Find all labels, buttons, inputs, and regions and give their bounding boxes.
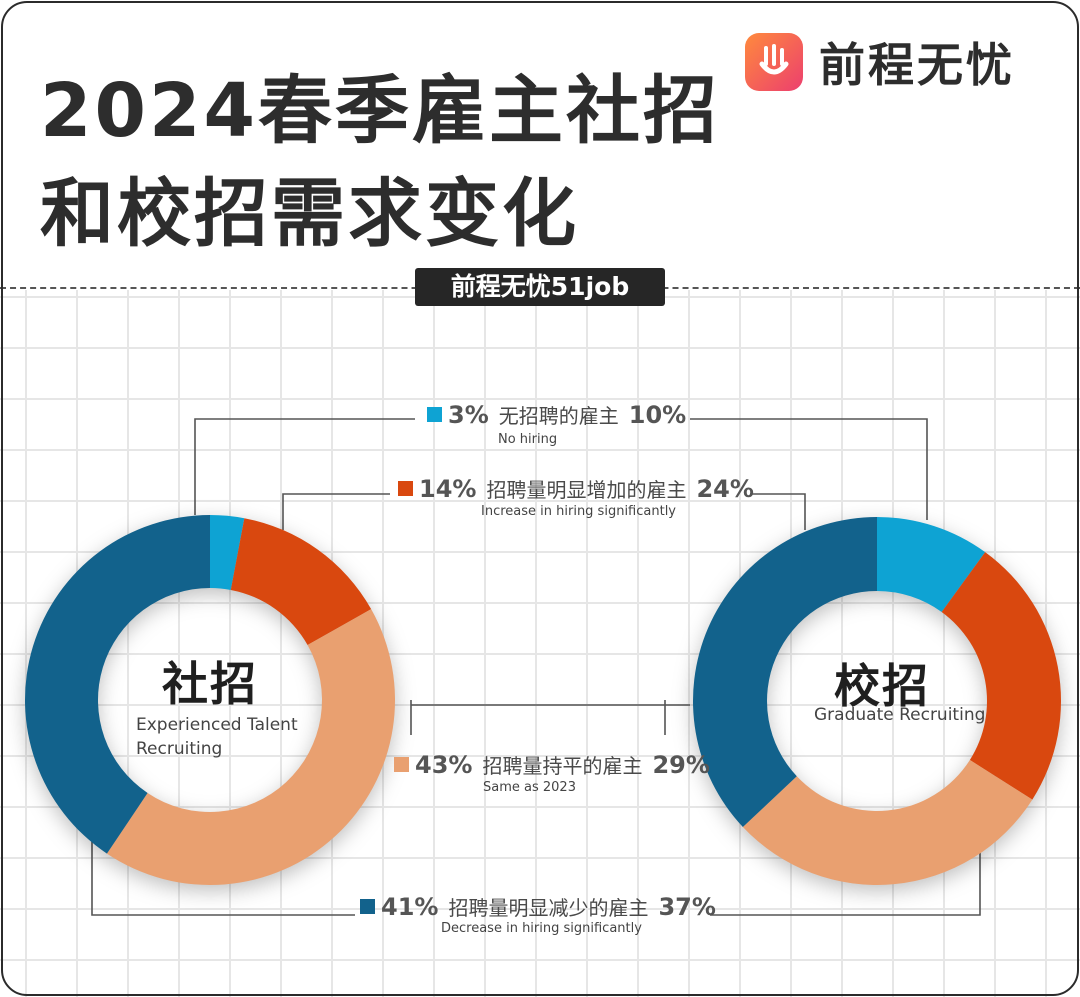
legend-swatch xyxy=(398,481,413,496)
legend-no-hiring: 3% 无招聘的雇主 10% xyxy=(427,400,686,429)
brand-logo: 前程无忧 xyxy=(745,29,1015,95)
social-slice-decrease xyxy=(24,515,211,854)
page-title: 2024春季雇主社招 和校招需求变化 xyxy=(40,60,720,266)
social-slice-no-hiring xyxy=(210,515,245,590)
legend-decrease: 41% 招聘量明显减少的雇主 37% xyxy=(360,892,716,921)
social-slice-same xyxy=(106,609,396,886)
social-pct-same: 43% xyxy=(415,750,473,779)
brand-name: 前程无忧 xyxy=(819,38,1015,92)
campus-pct-same: 29% xyxy=(652,750,710,779)
legend-same: 43% 招聘量持平的雇主 29% xyxy=(394,750,710,779)
legend-label-no-hiring: 无招聘的雇主 xyxy=(498,404,619,428)
title-line-2: 和校招需求变化 xyxy=(40,171,579,257)
legend-en-decrease: Decrease in hiring significantly xyxy=(441,921,642,936)
campus-center-subtitle: Graduate Recruiting xyxy=(814,705,986,725)
campus-pct-decrease: 37% xyxy=(658,892,716,921)
social-pct-decrease: 41% xyxy=(381,892,439,921)
social-center-subtitle: Experienced Talent Recruiting xyxy=(136,713,298,761)
legend-swatch xyxy=(427,407,442,422)
social-pct-increase: 14% xyxy=(419,474,477,503)
social-subtitle-line-2: Recruiting xyxy=(136,739,223,759)
campus-pct-increase: 24% xyxy=(696,474,754,503)
campus-pct-no-hiring: 10% xyxy=(628,400,687,429)
social-center-title: 社招 xyxy=(162,657,258,711)
campus-slice-same xyxy=(742,759,1033,885)
social-subtitle-line-1: Experienced Talent xyxy=(136,715,298,735)
legend-en-increase: Increase in hiring significantly xyxy=(481,504,676,519)
legend-label-same: 招聘量持平的雇主 xyxy=(482,754,643,778)
campus-center-title: 校招 xyxy=(834,659,930,713)
legend-label-decrease: 招聘量明显减少的雇主 xyxy=(448,896,649,920)
campus-slice-decrease xyxy=(693,517,877,827)
title-line-1: 2024春季雇主社招 xyxy=(40,68,720,154)
social-pct-no-hiring: 3% xyxy=(448,400,489,429)
legend-en-no-hiring: No hiring xyxy=(498,432,558,447)
donut-chart-social xyxy=(24,515,396,886)
donut-chart-campus xyxy=(693,517,1061,885)
hand-icon xyxy=(745,33,803,91)
legend-en-same: Same as 2023 xyxy=(483,780,576,795)
legend-label-increase: 招聘量明显增加的雇主 xyxy=(486,478,687,502)
legend-swatch xyxy=(394,757,409,772)
legend-swatch xyxy=(360,899,375,914)
social-slice-increase xyxy=(230,518,372,646)
legend-increase: 14% 招聘量明显增加的雇主 24% xyxy=(398,474,754,503)
campus-slice-increase xyxy=(941,552,1061,800)
brand-tag: 前程无忧51job xyxy=(415,268,665,306)
campus-slice-no-hiring xyxy=(877,517,986,613)
